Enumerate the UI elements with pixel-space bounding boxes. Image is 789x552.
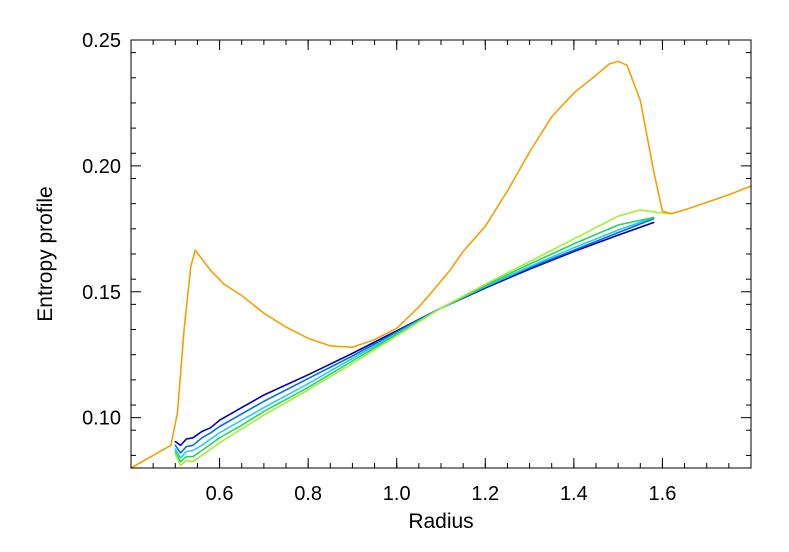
y-axis-label: Entropy profile [34,186,57,321]
series-line-4 [174,216,655,463]
y-tick-label: 0.15 [82,282,121,304]
x-tick-label: 1.2 [471,483,499,505]
series-line-5 [174,209,673,467]
y-tick-label: 0.10 [82,408,121,430]
series-line-2 [174,218,655,454]
x-tick-label: 1.6 [649,483,677,505]
x-axis-label: Radius [408,510,473,533]
plot-frame [130,39,752,469]
y-tick-label: 0.20 [82,156,121,178]
x-tick-label: 0.8 [294,483,322,505]
x-tick-label: 1.0 [383,483,411,505]
axes: 0.6 0.8 1.0 1.2 1.4 1.6 0.10 0.15 0.20 0.25 [82,30,751,505]
series-line-3 [174,216,655,459]
x-tick-label: 0.6 [206,483,234,505]
y-tick-label: 0.25 [82,30,121,52]
x-tick-label: 1.4 [560,483,588,505]
series-line-1 [174,221,655,447]
series-lines [130,60,752,469]
series-line-6 [130,60,752,469]
